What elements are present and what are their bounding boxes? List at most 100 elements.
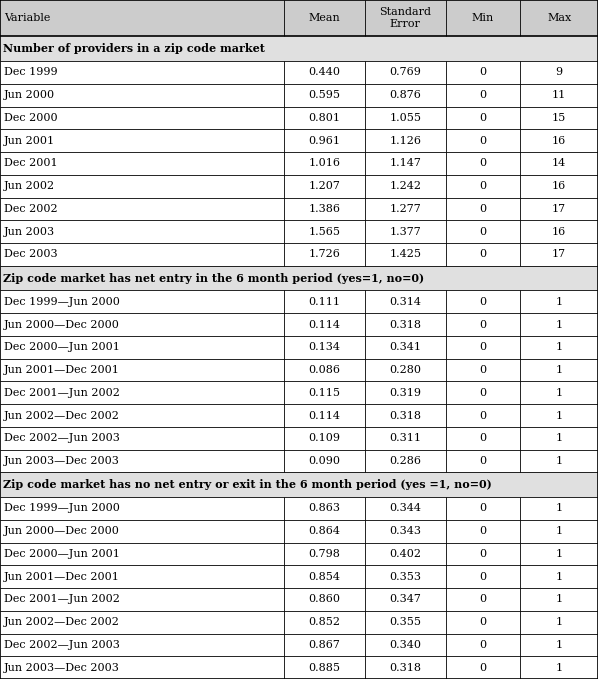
Text: 0.086: 0.086	[309, 365, 340, 375]
Bar	[0, 107, 598, 129]
Text: 0.961: 0.961	[309, 136, 340, 146]
Text: 0.319: 0.319	[389, 388, 421, 398]
Text: Dec 2002—Jun 2003: Dec 2002—Jun 2003	[4, 640, 120, 650]
Text: Zip code market has no net entry or exit in the 6 month period (yes =1, no=0): Zip code market has no net entry or exit…	[3, 479, 492, 490]
Text: 1: 1	[556, 320, 563, 329]
Text: Dec 2000: Dec 2000	[4, 113, 57, 123]
Text: 0: 0	[480, 365, 486, 375]
Text: 1.386: 1.386	[309, 204, 340, 214]
Text: 0: 0	[480, 411, 486, 420]
Text: 9: 9	[556, 67, 563, 77]
Text: 0.355: 0.355	[389, 617, 421, 627]
Text: 1.565: 1.565	[309, 227, 340, 237]
Text: 0.344: 0.344	[389, 503, 421, 513]
Bar	[0, 520, 598, 543]
Text: 1: 1	[556, 663, 563, 673]
Text: 0: 0	[480, 90, 486, 100]
Text: 0.090: 0.090	[309, 456, 340, 466]
Text: 1.055: 1.055	[389, 113, 421, 123]
Text: 0: 0	[480, 433, 486, 443]
Bar	[0, 152, 598, 175]
Bar	[0, 0, 598, 37]
Text: 0: 0	[480, 181, 486, 191]
Text: 0.115: 0.115	[309, 388, 340, 398]
Text: 0.769: 0.769	[389, 67, 421, 77]
Text: 1.242: 1.242	[389, 181, 421, 191]
Text: 0.280: 0.280	[389, 365, 421, 375]
Text: 16: 16	[552, 227, 566, 237]
Text: 1: 1	[556, 549, 563, 559]
Text: Variable: Variable	[4, 13, 50, 23]
Text: 0: 0	[480, 503, 486, 513]
Text: 1: 1	[556, 572, 563, 582]
Text: 1.377: 1.377	[389, 227, 421, 237]
Text: 0: 0	[480, 158, 486, 168]
Text: 0: 0	[480, 136, 486, 146]
Text: Jun 2000—Dec 2000: Jun 2000—Dec 2000	[4, 320, 120, 329]
Text: 0.114: 0.114	[309, 320, 340, 329]
Text: Dec 2002—Jun 2003: Dec 2002—Jun 2003	[4, 433, 120, 443]
Text: 0.341: 0.341	[389, 342, 421, 352]
Text: 0: 0	[480, 617, 486, 627]
Text: 0: 0	[480, 297, 486, 307]
Text: 0.314: 0.314	[389, 297, 421, 307]
Text: Dec 2001—Jun 2002: Dec 2001—Jun 2002	[4, 594, 120, 604]
Text: 1: 1	[556, 526, 563, 536]
Text: Jun 2001: Jun 2001	[4, 136, 55, 146]
Text: 0.353: 0.353	[389, 572, 421, 582]
Text: 1: 1	[556, 594, 563, 604]
Text: Dec 2001—Jun 2002: Dec 2001—Jun 2002	[4, 388, 120, 398]
Text: 0.402: 0.402	[389, 549, 421, 559]
Bar	[0, 497, 598, 520]
Text: 0.885: 0.885	[309, 663, 340, 673]
Bar	[0, 588, 598, 611]
Bar	[0, 129, 598, 152]
Bar	[0, 198, 598, 220]
Text: 0.286: 0.286	[389, 456, 421, 466]
Text: 1.425: 1.425	[389, 249, 421, 259]
Text: Dec 2001: Dec 2001	[4, 158, 57, 168]
Text: 0.852: 0.852	[309, 617, 340, 627]
Text: 0: 0	[480, 204, 486, 214]
Text: Jun 2000—Dec 2000: Jun 2000—Dec 2000	[4, 526, 120, 536]
Text: Dec 1999: Dec 1999	[4, 67, 57, 77]
Text: 0.347: 0.347	[389, 594, 421, 604]
Text: 0.801: 0.801	[309, 113, 340, 123]
Text: 0.318: 0.318	[389, 320, 421, 329]
Bar	[0, 473, 598, 497]
Bar	[0, 404, 598, 427]
Bar	[0, 634, 598, 657]
Bar	[0, 243, 598, 265]
Text: 17: 17	[552, 204, 566, 214]
Bar	[0, 313, 598, 336]
Text: 0.860: 0.860	[309, 594, 340, 604]
Text: Mean: Mean	[309, 13, 340, 23]
Text: 0: 0	[480, 640, 486, 650]
Text: 0: 0	[480, 388, 486, 398]
Text: 0: 0	[480, 227, 486, 237]
Text: Dec 2002: Dec 2002	[4, 204, 57, 214]
Text: 1: 1	[556, 388, 563, 398]
Text: 0.109: 0.109	[309, 433, 340, 443]
Text: 0.343: 0.343	[389, 526, 421, 536]
Text: Max: Max	[547, 13, 571, 23]
Text: 0.876: 0.876	[389, 90, 421, 100]
Text: 0: 0	[480, 594, 486, 604]
Text: 0.311: 0.311	[389, 433, 421, 443]
Text: 0.864: 0.864	[309, 526, 340, 536]
Text: 0.867: 0.867	[309, 640, 340, 650]
Text: 0: 0	[480, 342, 486, 352]
Text: 0.318: 0.318	[389, 411, 421, 420]
Text: 1: 1	[556, 433, 563, 443]
Bar	[0, 359, 598, 382]
Bar	[0, 382, 598, 404]
Text: Jun 2002: Jun 2002	[4, 181, 55, 191]
Text: 1: 1	[556, 456, 563, 466]
Text: 16: 16	[552, 181, 566, 191]
Text: Standard
Error: Standard Error	[379, 7, 431, 29]
Text: 0: 0	[480, 320, 486, 329]
Text: 1.126: 1.126	[389, 136, 421, 146]
Text: Jun 2003: Jun 2003	[4, 227, 55, 237]
Text: 0.318: 0.318	[389, 663, 421, 673]
Text: 0.798: 0.798	[309, 549, 340, 559]
